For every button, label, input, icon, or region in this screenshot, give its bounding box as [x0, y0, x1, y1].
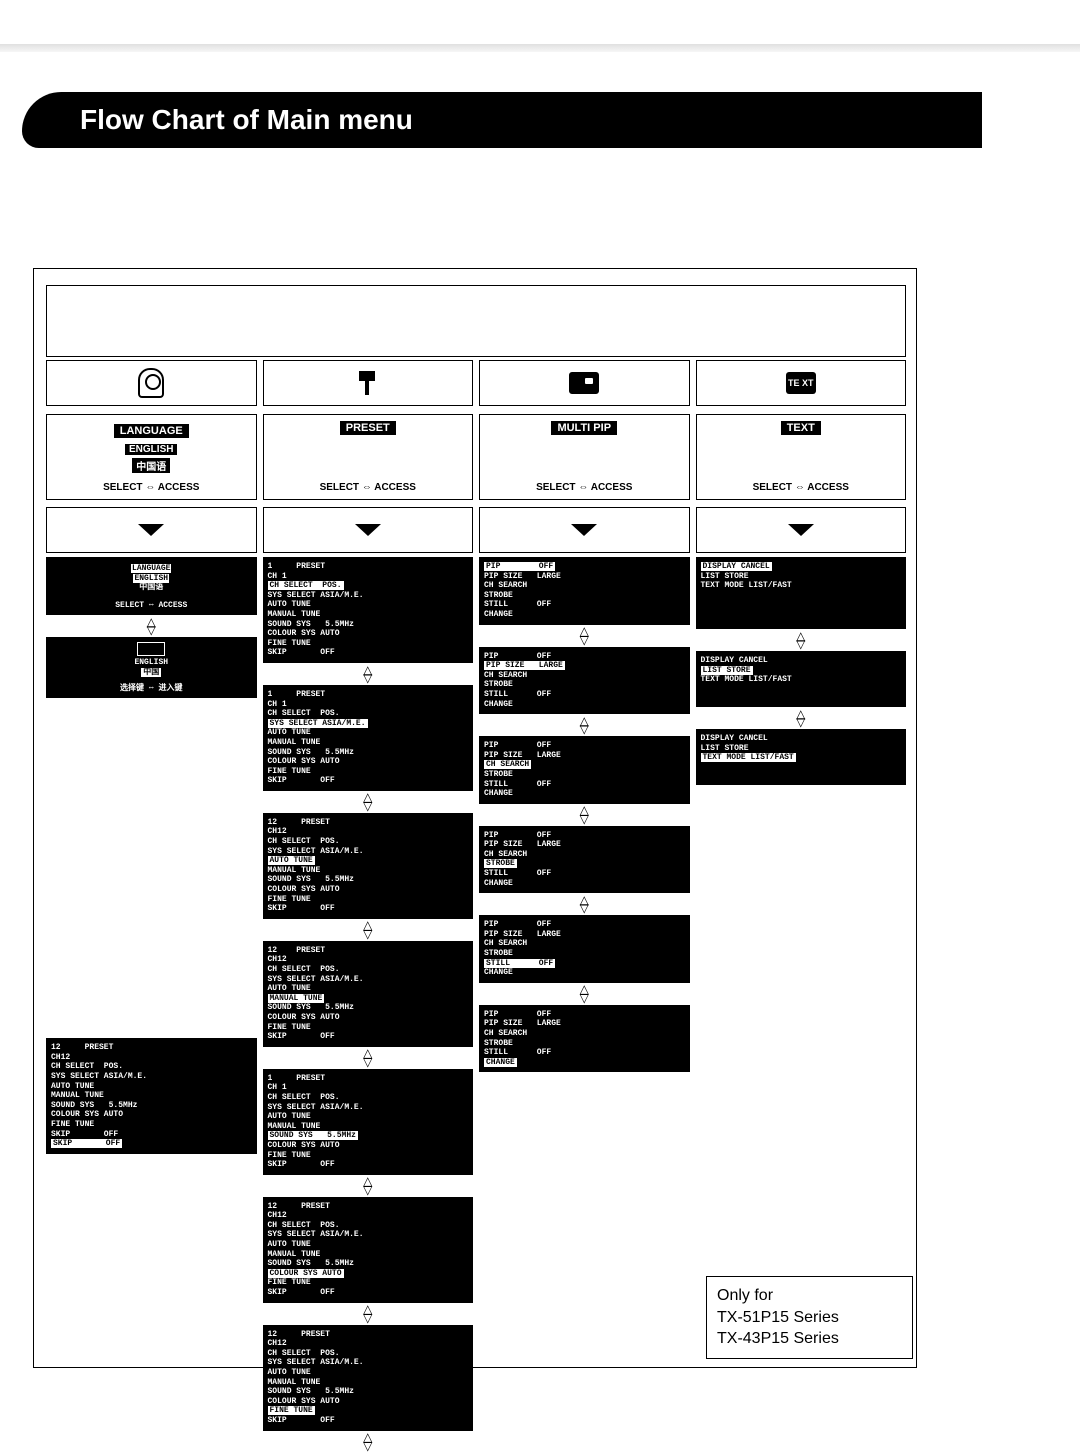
- blank-row: [46, 285, 906, 357]
- preset-state-5: 1 PRESET CH 1 CH SELECT POS. SYS SELECT …: [263, 1069, 474, 1175]
- pip-icon-cell: [479, 360, 690, 406]
- updown-arrow-icon: △▽: [147, 618, 156, 635]
- lang-c1-header: LANGUAGE: [131, 564, 171, 573]
- updown-arrow-icon: △▽: [363, 1177, 372, 1194]
- lang-c2-footer: 选择键 ⇔ 进入键: [51, 684, 252, 694]
- preset-icon: [359, 371, 377, 395]
- text-state-3: DISPLAY CANCEL LIST STORE TEXT MODE LIST…: [696, 729, 907, 785]
- language-cell-1: LANGUAGE ENGLISH 中国语 SELECT ⇔ ACCESS: [46, 557, 257, 615]
- text-footer: SELECT ⇔ ACCESS: [753, 482, 849, 493]
- pip-column: PIP OFF PIP SIZE LARGE CH SEARCH STROBE …: [479, 557, 690, 1453]
- pip-state-1: PIP OFF PIP SIZE LARGE CH SEARCH STROBE …: [479, 557, 690, 625]
- arrow-sep: △▽: [46, 615, 257, 637]
- preset-state-4: 12 PRESET CH12 CH SELECT POS. SYS SELECT…: [263, 941, 474, 1047]
- remote-box: [137, 642, 165, 656]
- updown-arrow-icon: △▽: [580, 806, 589, 823]
- scan-smear: [0, 44, 1080, 52]
- language-cell-2: ENGLISH 中国 选择键 ⇔ 进入键: [46, 637, 257, 698]
- pip-state-5: PIP OFF PIP SIZE LARGE CH SEARCH STROBE …: [479, 915, 690, 983]
- updown-arrow-icon: △▽: [580, 896, 589, 913]
- updown-arrow-icon: △▽: [580, 627, 589, 644]
- arrow-cell-4: [696, 507, 907, 553]
- screen-icon: [569, 372, 599, 394]
- language-opt-english: ENGLISH: [125, 444, 177, 455]
- down-arrow-icon: [571, 524, 597, 536]
- text-icon-cell: TE XT: [696, 360, 907, 406]
- updown-arrow-icon: △▽: [796, 710, 805, 727]
- pip-state-2: PIP OFF PIP SIZE LARGE CH SEARCH STROBE …: [479, 647, 690, 715]
- lang-bottom-text: 12 PRESET CH12 CH SELECT POS. SYS SELECT…: [51, 1043, 147, 1138]
- down-arrow-icon: [355, 524, 381, 536]
- satellite-icon: [138, 368, 164, 398]
- text-header: TEXT: [781, 421, 821, 435]
- preset-icon-cell: [263, 360, 474, 406]
- arrow-row: [46, 507, 906, 553]
- preset-state-2: 1 PRESET CH 1 CH SELECT POS. SYS SELECT …: [263, 685, 474, 791]
- multipip-footer: SELECT ⇔ ACCESS: [536, 482, 632, 493]
- only-for-note: Only for TX-51P15 Series TX-43P15 Series: [706, 1276, 913, 1359]
- language-icon-cell: [46, 360, 257, 406]
- page: Flow Chart of Main menu TE XT LANGUAGE E…: [0, 0, 1080, 1441]
- preset-state-6: 12 PRESET CH12 CH SELECT POS. SYS SELECT…: [263, 1197, 474, 1303]
- lang-c1-footer: SELECT ⇔ ACCESS: [51, 601, 252, 611]
- language-column: LANGUAGE ENGLISH 中国语 SELECT ⇔ ACCESS △▽ …: [46, 557, 257, 1453]
- updown-arrow-icon: △▽: [796, 632, 805, 649]
- pip-state-6: PIP OFF PIP SIZE LARGE CH SEARCH STROBE …: [479, 1005, 690, 1073]
- pip-state-3: PIP OFF PIP SIZE LARGE CH SEARCH STROBE …: [479, 736, 690, 804]
- only-for-l2: TX-51P15 Series: [717, 1307, 902, 1329]
- language-bottom-preset: 12 PRESET CH12 CH SELECT POS. SYS SELECT…: [46, 1038, 257, 1154]
- text-menu-cell: TEXT SELECT ⇔ ACCESS: [696, 414, 907, 500]
- multipip-menu-cell: MULTI PIP SELECT ⇔ ACCESS: [479, 414, 690, 500]
- updown-arrow-icon: △▽: [363, 666, 372, 683]
- lang-c2-chinese: 中国: [141, 668, 161, 677]
- language-footer: SELECT ⇔ ACCESS: [103, 482, 199, 493]
- only-for-l1: Only for: [717, 1285, 902, 1307]
- preset-state-7: 12 PRESET CH12 CH SELECT POS. SYS SELECT…: [263, 1325, 474, 1431]
- language-header: LANGUAGE: [114, 424, 189, 438]
- lang-c1-opt1: ENGLISH: [133, 574, 169, 583]
- lang-c2-english: ENGLISH: [134, 658, 168, 667]
- arrow-cell-2: [263, 507, 474, 553]
- updown-arrow-icon: △▽: [363, 1049, 372, 1066]
- icon-row: TE XT: [46, 360, 906, 406]
- page-title: Flow Chart of Main menu: [80, 104, 413, 136]
- lang-bottom-hl: SKIP OFF: [51, 1139, 122, 1148]
- title-bar: Flow Chart of Main menu: [22, 92, 982, 148]
- text-state-1: DISPLAY CANCEL LIST STORE TEXT MODE LIST…: [696, 557, 907, 629]
- language-opt-chinese: 中国语: [132, 458, 170, 473]
- language-menu-cell: LANGUAGE ENGLISH 中国语 SELECT ⇔ ACCESS: [46, 414, 257, 500]
- updown-arrow-icon: △▽: [580, 985, 589, 1002]
- updown-arrow-icon: △▽: [363, 1305, 372, 1322]
- only-for-l3: TX-43P15 Series: [717, 1328, 902, 1350]
- diagram-box: TE XT LANGUAGE ENGLISH 中国语 SELECT ⇔ ACCE…: [33, 268, 917, 1368]
- preset-state-1: 1 PRESET CH 1 CH SELECT POS. SYS SELECT …: [263, 557, 474, 663]
- arrow-cell-3: [479, 507, 690, 553]
- text-state-2: DISPLAY CANCEL LIST STORE TEXT MODE LIST…: [696, 651, 907, 707]
- pip-state-4: PIP OFF PIP SIZE LARGE CH SEARCH STROBE …: [479, 826, 690, 894]
- preset-state-3: 12 PRESET CH12 CH SELECT POS. SYS SELECT…: [263, 813, 474, 919]
- preset-footer: SELECT ⇔ ACCESS: [320, 482, 416, 493]
- multipip-header: MULTI PIP: [551, 421, 617, 435]
- preset-header: PRESET: [340, 421, 396, 435]
- arrow-cell-1: [46, 507, 257, 553]
- preset-column: 1 PRESET CH 1 CH SELECT POS. SYS SELECT …: [263, 557, 474, 1453]
- updown-arrow-icon: △▽: [363, 793, 372, 810]
- down-arrow-icon: [788, 524, 814, 536]
- menu-row: LANGUAGE ENGLISH 中国语 SELECT ⇔ ACCESS PRE…: [46, 414, 906, 500]
- preset-menu-cell: PRESET SELECT ⇔ ACCESS: [263, 414, 474, 500]
- text-icon: TE XT: [786, 372, 816, 394]
- updown-arrow-icon: △▽: [363, 921, 372, 938]
- spacer: [46, 698, 257, 1038]
- lang-c1-opt2: 中国语: [139, 583, 163, 592]
- updown-arrow-icon: △▽: [363, 1433, 372, 1450]
- down-arrow-icon: [138, 524, 164, 536]
- updown-arrow-icon: △▽: [580, 717, 589, 734]
